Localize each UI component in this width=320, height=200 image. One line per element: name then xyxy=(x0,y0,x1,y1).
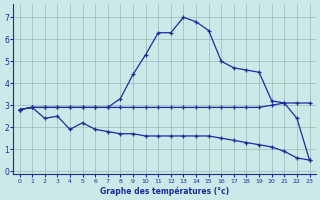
X-axis label: Graphe des températures (°c): Graphe des températures (°c) xyxy=(100,186,229,196)
